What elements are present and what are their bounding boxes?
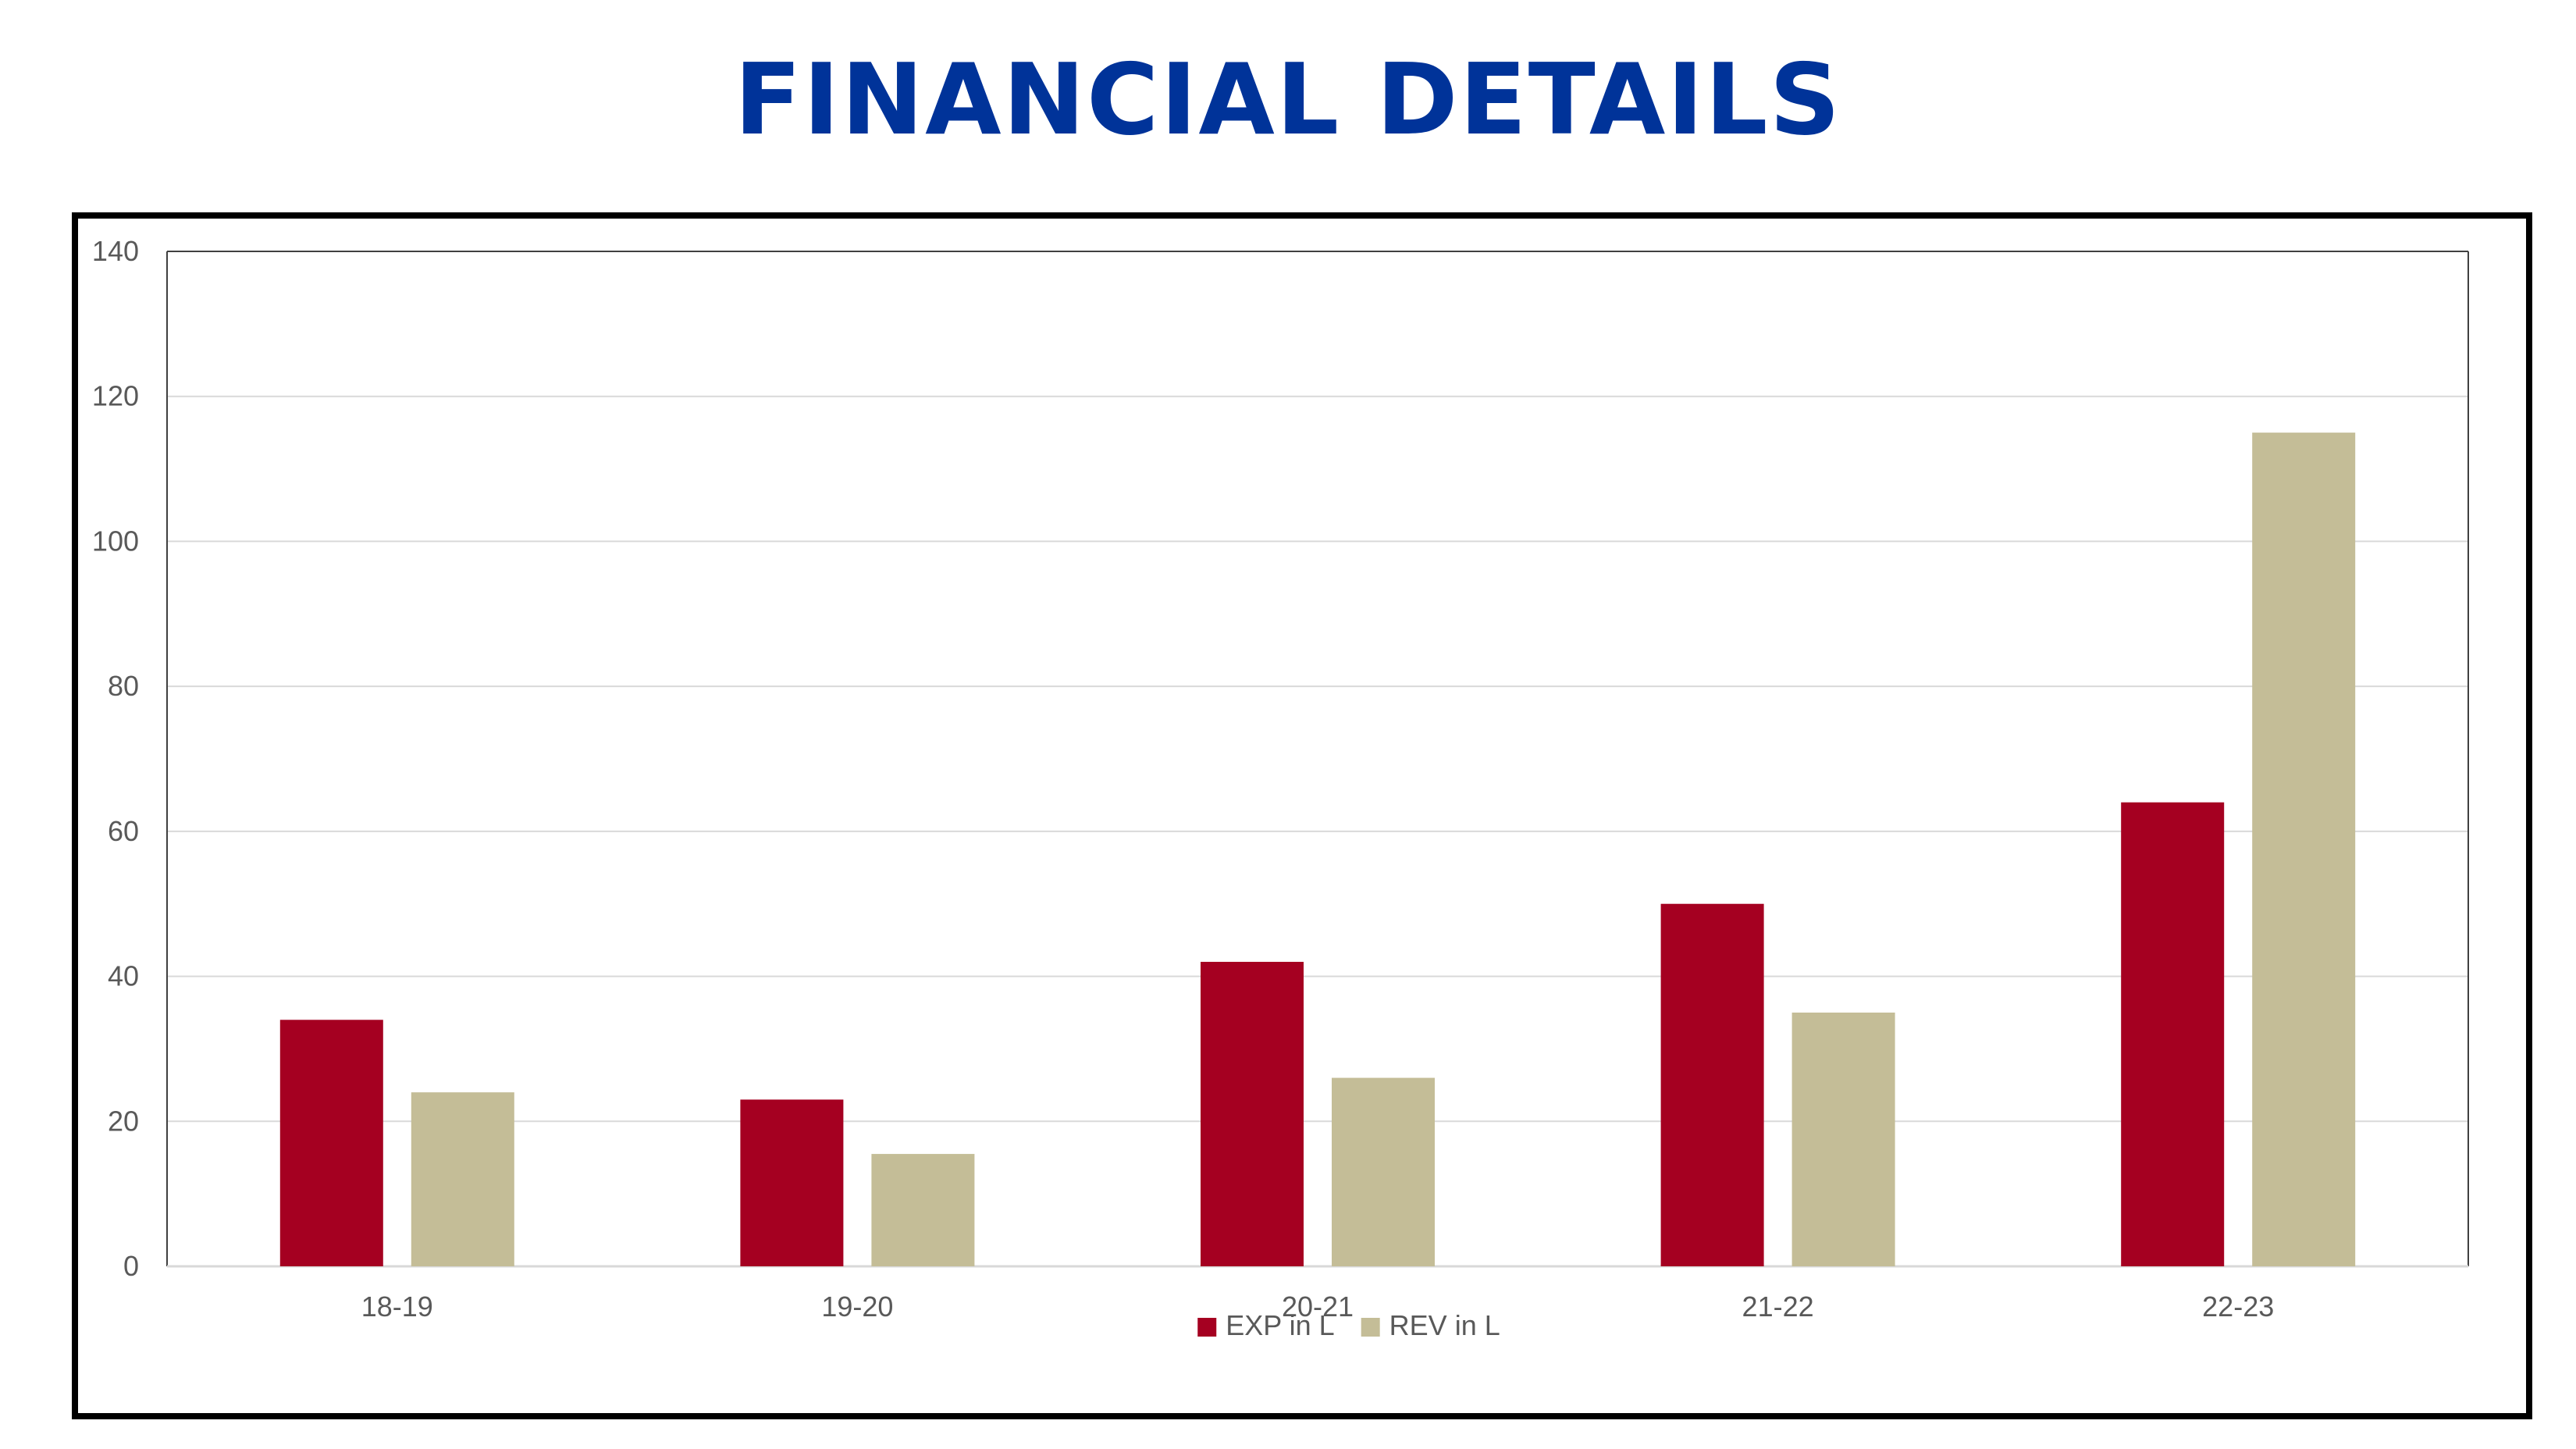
bar-rev-in-l-21-22 <box>1791 1013 1895 1266</box>
legend: EXP in L REV in L <box>1197 1309 1500 1341</box>
x-tick-label: 20-21 <box>1282 1291 1354 1323</box>
x-tick-label: 19-20 <box>821 1291 893 1323</box>
legend-item: EXP in L <box>1197 1309 1335 1341</box>
legend-item: REV in L <box>1361 1309 1500 1341</box>
y-tick-label: 80 <box>108 670 139 702</box>
legend-label: REV in L <box>1389 1309 1500 1341</box>
legend-swatch <box>1197 1318 1217 1337</box>
y-axis-tick-labels: 0 20 40 60 80 100 120 140 <box>92 235 139 1282</box>
page-title: FINANCIAL DETAILS <box>734 42 1842 157</box>
y-tick-label: 60 <box>108 815 139 847</box>
y-tick-label: 40 <box>108 960 139 992</box>
y-tick-label: 120 <box>92 380 139 412</box>
bar-exp-in-l-20-21 <box>1201 962 1304 1266</box>
bar-exp-in-l-19-20 <box>740 1099 844 1266</box>
bar-rev-in-l-20-21 <box>1332 1077 1435 1266</box>
x-tick-label: 21-22 <box>1742 1291 1814 1323</box>
bar-rev-in-l-18-19 <box>411 1092 514 1266</box>
bars <box>279 433 2356 1266</box>
y-tick-label: 100 <box>92 525 139 557</box>
legend-label: EXP in L <box>1226 1309 1334 1341</box>
gridlines <box>167 251 2468 1267</box>
chart-frame: 0 20 40 60 80 100 120 140 18-19 19-20 20-21 21-22 2… <box>72 212 2532 1419</box>
bar-exp-in-l-22-23 <box>2121 802 2225 1266</box>
x-tick-label: 18-19 <box>361 1291 433 1323</box>
x-tick-label: 22-23 <box>2202 1291 2274 1323</box>
legend-swatch <box>1361 1318 1380 1337</box>
x-axis-tick-labels: 18-19 19-20 20-21 21-22 22-23 <box>361 1291 2274 1323</box>
axes <box>166 251 2469 1268</box>
y-tick-label: 20 <box>108 1105 139 1137</box>
bar-exp-in-l-18-19 <box>279 1020 383 1266</box>
bar-rev-in-l-19-20 <box>871 1154 975 1266</box>
bar-exp-in-l-21-22 <box>1660 903 1764 1266</box>
y-tick-label: 140 <box>92 235 139 267</box>
bar-rev-in-l-22-23 <box>2252 433 2356 1266</box>
y-tick-label: 0 <box>123 1250 139 1282</box>
bar-chart: 0 20 40 60 80 100 120 140 18-19 19-20 20-21 21-22 2… <box>92 235 2469 1341</box>
